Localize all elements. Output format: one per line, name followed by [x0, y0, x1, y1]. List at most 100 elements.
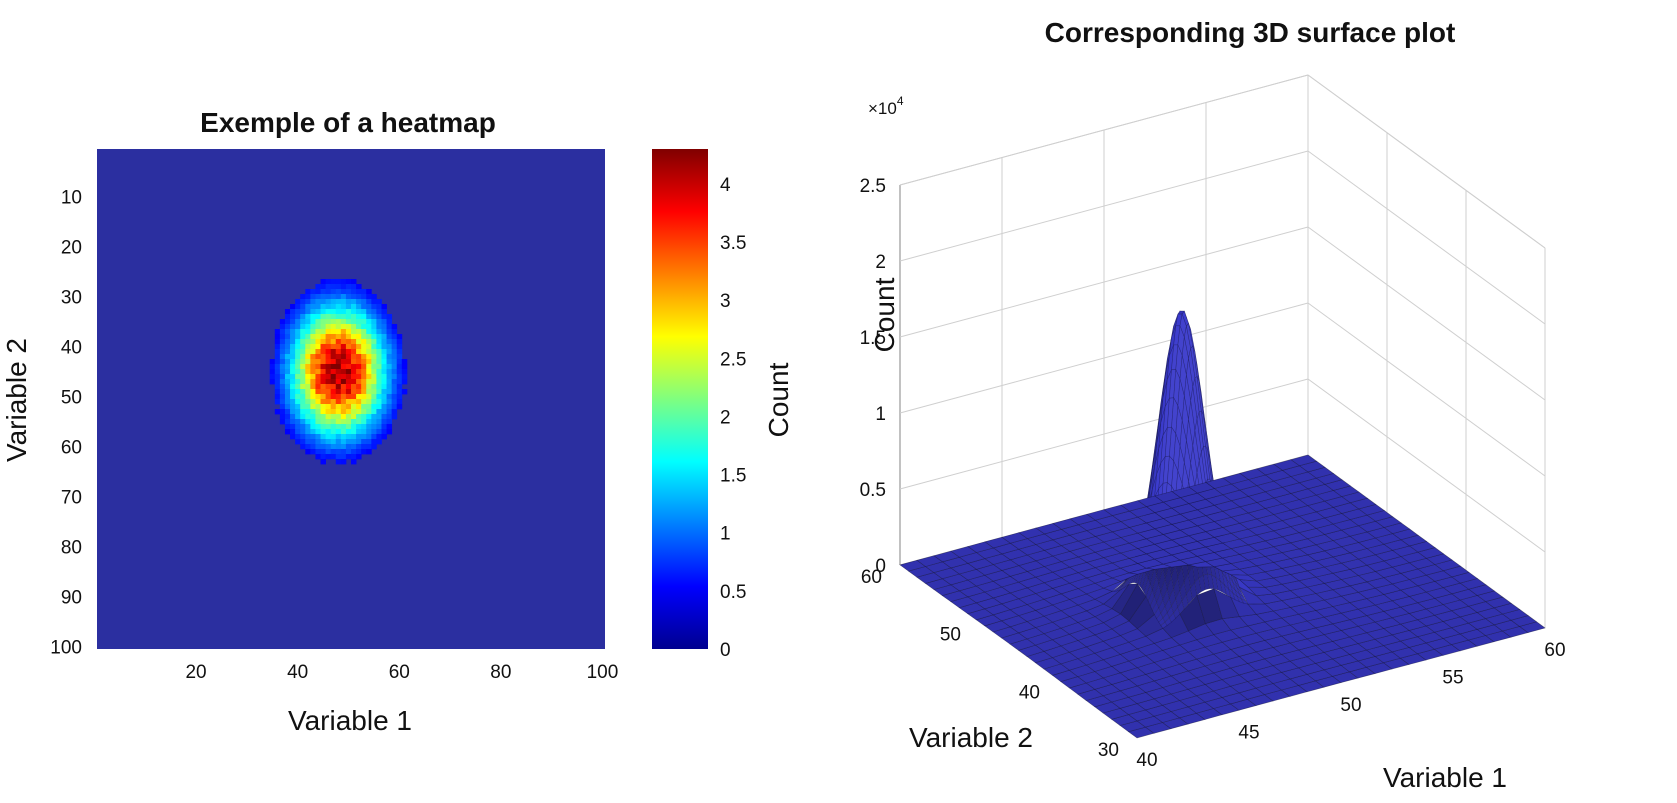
- heatmap-title: Exemple of a heatmap: [200, 107, 496, 138]
- heatmap-cell: [391, 344, 398, 350]
- surface-facet: [1188, 561, 1216, 568]
- heatmap-cell: [381, 369, 387, 375]
- surface-facet: [1298, 645, 1325, 658]
- surface-facet: [1102, 672, 1130, 685]
- surface-facet: [1158, 567, 1166, 593]
- heatmap-cell: [351, 284, 357, 290]
- heatmap-cell: [310, 349, 316, 355]
- surface-facet: [1183, 374, 1192, 420]
- heatmap-cell: [315, 364, 321, 370]
- heatmap-cell: [371, 329, 377, 335]
- heatmap-cell: [325, 334, 332, 340]
- surface-facet: [1340, 591, 1368, 603]
- heatmap-cell: [325, 374, 332, 380]
- heatmap-chart: Exemple of a heatmap 20 40 60 80 100 1020304…: [1, 107, 794, 736]
- surface-facet: [1207, 508, 1215, 536]
- heatmap-cell: [325, 279, 332, 285]
- surface-facet: [1289, 673, 1317, 686]
- surface-facet: [1192, 445, 1200, 479]
- surface-facet: [1289, 620, 1317, 633]
- surface-facet: [1211, 541, 1219, 568]
- surface-facet: [1128, 655, 1155, 668]
- heatmap-cell: [315, 444, 321, 450]
- surface-facet: [1052, 534, 1080, 546]
- surface-facet: [1204, 618, 1232, 635]
- surface-facet: [1238, 586, 1266, 605]
- surface-facet: [1085, 572, 1113, 584]
- surface-facet: [1222, 572, 1230, 590]
- heatmap-cell: [310, 389, 316, 395]
- surface-facet: [1137, 551, 1164, 575]
- surface-facet: [1226, 578, 1234, 594]
- surface-facet: [1238, 534, 1266, 546]
- heatmap-cell: [305, 349, 311, 355]
- heatmap-cell: [361, 359, 367, 365]
- heatmap-cell: [361, 344, 367, 350]
- surface-facet: [1451, 605, 1478, 618]
- colorbar-tick: 4: [720, 175, 731, 196]
- surface-facet: [1162, 529, 1190, 541]
- heatmap-cell: [351, 429, 357, 435]
- surface-facet: [1281, 649, 1308, 662]
- surface-facet: [1408, 541, 1436, 553]
- surface-facet: [941, 573, 969, 586]
- surface-facet: [1162, 348, 1170, 389]
- surface-facet: [1187, 546, 1215, 557]
- surface-facet: [1196, 412, 1204, 454]
- heatmap-cell: [371, 424, 377, 430]
- surface-facet: [1194, 375, 1202, 413]
- surface-facet: [1179, 331, 1187, 366]
- heatmap-cell: [345, 324, 352, 330]
- surface-facet: [1132, 566, 1141, 584]
- surface-facet: [1179, 310, 1187, 318]
- surface-facet: [1323, 647, 1351, 660]
- surface-facet: [1179, 554, 1187, 564]
- heatmap-cell: [310, 439, 316, 445]
- heatmap-cell: [274, 339, 281, 345]
- surface-facet: [1205, 527, 1233, 538]
- surface-facet: [1185, 587, 1193, 605]
- surface-facet: [1228, 588, 1236, 601]
- heatmap-cell: [366, 409, 372, 415]
- surface-facet: [1228, 563, 1236, 582]
- surface-facet: [1086, 525, 1114, 537]
- surface-facet: [992, 592, 1020, 605]
- heatmap-cell: [315, 314, 321, 320]
- surface-facet: [1111, 527, 1139, 538]
- heatmap-cell: [305, 374, 311, 380]
- surface-facet: [1205, 494, 1233, 506]
- surface-facet: [1323, 529, 1351, 541]
- surface-facet: [1332, 585, 1360, 597]
- heatmap-cell: [391, 329, 398, 335]
- surface-facet: [1211, 505, 1219, 541]
- surface-facet: [1273, 509, 1300, 521]
- surface-facet: [1173, 369, 1181, 407]
- surface-facet: [1183, 522, 1191, 557]
- surface-facet: [1357, 587, 1385, 599]
- surface-facet: [1102, 567, 1130, 579]
- heatmap-cell: [340, 394, 347, 400]
- heatmap-cell: [386, 429, 393, 435]
- heatmap-cell: [315, 284, 321, 290]
- surface-facet: [1230, 625, 1257, 638]
- surface-facet: [1086, 557, 1114, 568]
- heatmap-cell: [330, 409, 337, 415]
- surface-facet: [1198, 384, 1206, 432]
- surface-facet: [1168, 484, 1177, 529]
- surface-facet: [1120, 578, 1128, 588]
- surface-facet: [1077, 688, 1104, 701]
- surface-facet: [1203, 410, 1210, 459]
- surface-facet: [1183, 382, 1191, 424]
- surface-facet: [1238, 592, 1247, 602]
- heatmap-cell: [295, 374, 301, 380]
- surface-facet: [1374, 516, 1402, 528]
- surface-facet: [1127, 726, 1155, 739]
- heatmap-cell: [391, 399, 398, 405]
- surface-facet: [967, 574, 994, 587]
- surface-facet: [1145, 501, 1173, 513]
- surface-facet: [1190, 581, 1198, 601]
- surface-facet: [1145, 518, 1153, 550]
- heatmap-cell: [386, 374, 393, 380]
- heatmap-cell: [284, 419, 291, 425]
- heatmap-cell: [356, 284, 362, 290]
